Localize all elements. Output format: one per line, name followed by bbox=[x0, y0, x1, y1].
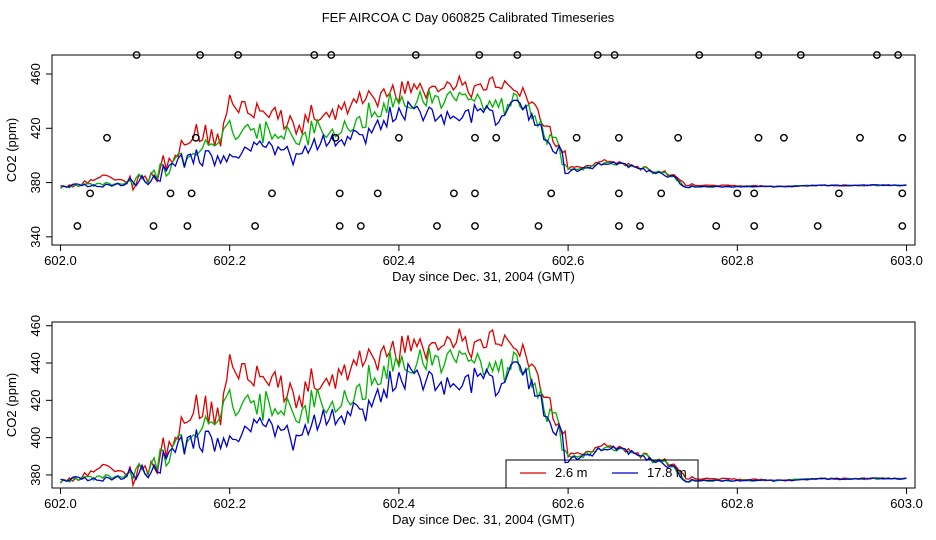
x-tick-label: 602.0 bbox=[44, 496, 77, 511]
y-tick-label: 460 bbox=[28, 63, 43, 85]
x-tick-label: 603.0 bbox=[890, 496, 923, 511]
data-marker bbox=[712, 222, 721, 230]
y-tick-label: 400 bbox=[28, 427, 43, 449]
data-marker bbox=[750, 222, 759, 230]
data-marker bbox=[615, 189, 623, 198]
data-marker bbox=[335, 189, 344, 198]
series-line-green bbox=[59, 348, 907, 484]
y-tick-label: 420 bbox=[28, 117, 43, 139]
data-marker bbox=[615, 222, 623, 230]
data-marker bbox=[471, 222, 479, 230]
x-tick-label: 602.6 bbox=[552, 496, 585, 511]
data-marker bbox=[572, 133, 581, 142]
x-axis-label: Day since Dec. 31, 2004 (GMT) bbox=[392, 512, 575, 527]
data-marker bbox=[149, 222, 158, 230]
series-line-green bbox=[60, 89, 907, 189]
legend-entry-label: 17.8 m bbox=[647, 465, 687, 480]
data-marker bbox=[449, 189, 458, 198]
data-marker bbox=[898, 189, 907, 198]
data-marker bbox=[733, 189, 742, 198]
data-marker bbox=[86, 189, 95, 198]
x-tick-label: 602.2 bbox=[213, 253, 246, 268]
data-marker bbox=[674, 133, 682, 142]
y-tick-label: 380 bbox=[28, 464, 43, 486]
data-marker bbox=[657, 189, 666, 198]
data-marker bbox=[534, 222, 543, 230]
figure-title: FEF AIRCOA C Day 060825 Calibrated Times… bbox=[322, 10, 615, 25]
data-marker bbox=[373, 189, 382, 198]
series-line-red bbox=[60, 328, 907, 488]
data-marker bbox=[754, 133, 763, 142]
y-axis-label: CO2 (ppm) bbox=[4, 118, 19, 182]
x-tick-label: 602.4 bbox=[383, 496, 416, 511]
x-tick-label: 602.0 bbox=[44, 253, 77, 268]
data-marker bbox=[191, 133, 200, 142]
plot-frame bbox=[51, 321, 916, 489]
data-marker bbox=[750, 189, 759, 198]
data-marker bbox=[166, 189, 175, 198]
legend-entry-label: 2.6 m bbox=[555, 465, 588, 480]
data-marker bbox=[73, 222, 82, 230]
data-marker bbox=[183, 222, 192, 230]
series-line-red bbox=[60, 74, 907, 192]
x-tick-label: 602.4 bbox=[383, 253, 416, 268]
data-marker bbox=[856, 133, 864, 142]
lower-panel: 602.0 602.2 602.4 602.6 602.8 603.0 380 400 420 4… bbox=[4, 315, 923, 527]
y-tick-label: 460 bbox=[28, 315, 43, 337]
x-tick-label: 603.0 bbox=[890, 253, 923, 268]
data-marker bbox=[813, 222, 822, 230]
y-tick-label: 440 bbox=[28, 352, 43, 374]
y-tick-label: 340 bbox=[28, 226, 43, 248]
data-marker bbox=[636, 222, 644, 230]
data-marker bbox=[335, 222, 344, 230]
data-marker bbox=[331, 133, 340, 142]
series-line-blue bbox=[60, 99, 907, 189]
series-line-blue bbox=[60, 361, 907, 483]
data-marker bbox=[103, 133, 111, 142]
x-tick-label: 602.8 bbox=[721, 496, 754, 511]
data-marker bbox=[835, 189, 843, 198]
y-tick-label: 380 bbox=[28, 172, 43, 194]
upper-panel: 602.0 602.2 602.4 602.6 602.8 603.0 340 380 420 4… bbox=[4, 51, 923, 284]
data-marker bbox=[356, 222, 365, 230]
x-tick-label: 602.6 bbox=[552, 253, 585, 268]
data-marker bbox=[471, 133, 479, 142]
y-axis-label: CO2 (ppm) bbox=[4, 373, 19, 437]
data-marker bbox=[394, 133, 403, 142]
data-marker bbox=[780, 133, 788, 142]
data-marker bbox=[898, 222, 907, 230]
data-marker bbox=[187, 189, 196, 198]
data-marker bbox=[547, 189, 556, 198]
plot-frame bbox=[51, 54, 916, 246]
legend-box bbox=[505, 459, 699, 489]
data-marker bbox=[433, 222, 441, 230]
x-tick-label: 602.8 bbox=[721, 253, 754, 268]
y-tick-label: 420 bbox=[28, 389, 43, 411]
x-tick-label: 602.2 bbox=[213, 496, 246, 511]
x-axis-label: Day since Dec. 31, 2004 (GMT) bbox=[392, 269, 575, 284]
data-marker bbox=[471, 189, 479, 198]
data-marker bbox=[615, 133, 623, 142]
data-marker bbox=[492, 133, 501, 142]
data-marker bbox=[898, 133, 907, 142]
data-marker bbox=[268, 189, 276, 198]
data-marker bbox=[251, 222, 260, 230]
legend: 2.6 m 17.8 m bbox=[505, 459, 699, 489]
